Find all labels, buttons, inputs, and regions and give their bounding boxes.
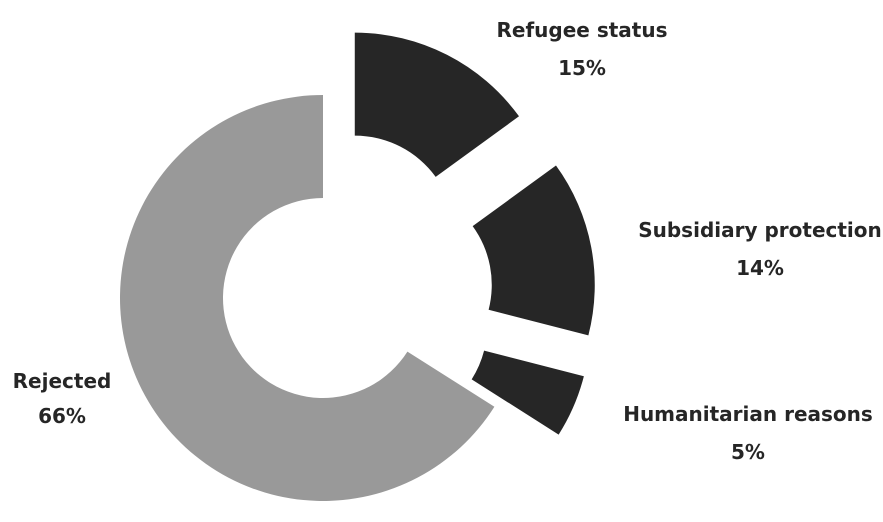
slice-subsidiary-protection (472, 165, 595, 336)
labels-layer: Refugee status 15% Subsidiary protection 14… (13, 18, 882, 464)
slice-refugee-status (354, 32, 520, 177)
slice-label-refugee-status: Refugee status (497, 18, 668, 42)
slice-label-rejected: Rejected (13, 369, 112, 393)
slices-layer (119, 32, 595, 502)
slice-value-subsidiary-protection: 14% (736, 256, 784, 280)
slice-label-subsidiary-protection: Subsidiary protection (638, 218, 882, 242)
slice-value-refugee-status: 15% (558, 56, 606, 80)
slice-value-rejected: 66% (38, 404, 86, 428)
slice-value-humanitarian-reasons: 5% (731, 440, 765, 464)
slice-rejected (119, 95, 495, 502)
slice-label-humanitarian-reasons: Humanitarian reasons (623, 402, 873, 426)
slice-humanitarian-reasons (471, 350, 584, 435)
